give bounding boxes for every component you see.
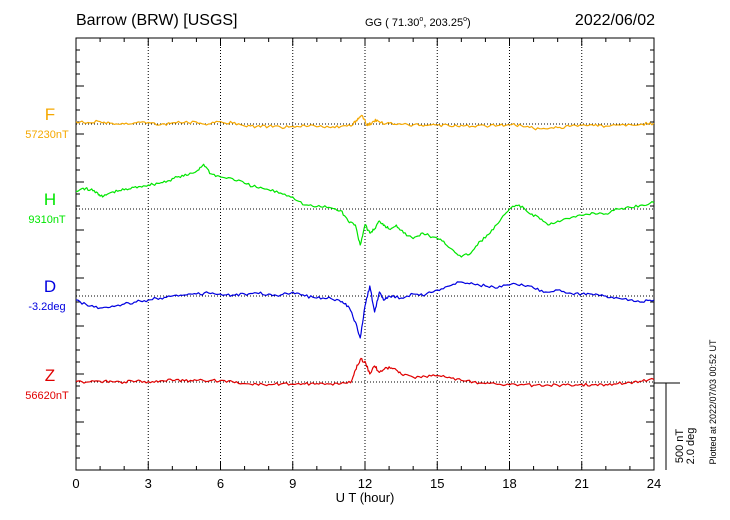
x-tick-labels: 0 3 6 9 12 15 18 21 24 [72,476,661,491]
channel-label-d: D [44,277,56,296]
x-tick-label: 15 [430,476,444,491]
channel-traces [75,114,655,388]
x-axis-title: U T (hour) [336,490,395,505]
x-tick-label: 0 [72,476,79,491]
trace-h [76,163,655,258]
channel-label-h: H [44,190,56,209]
channel-baseline-f: 57230nT [25,129,69,141]
x-tick-label: 3 [145,476,152,491]
scale-bar: 500 nT 2.0 deg [654,382,697,470]
trace-f [75,114,655,131]
channel-baseline-h: 9310nT [28,214,66,226]
channel-baseline-d: -3.2deg [28,301,65,313]
x-tick-label: 6 [217,476,224,491]
x-tick-label: 18 [502,476,516,491]
date-label: 2022/06/02 [575,12,655,29]
scale-bar-label-deg: 2.0 deg [685,428,697,465]
channel-baseline-z: 56620nT [25,390,69,402]
trace-z [75,357,655,388]
x-tick-label: 21 [575,476,589,491]
plotted-note: Plotted at 2022/07/03 00:52 UT [708,339,718,465]
x-tick-label: 24 [647,476,661,491]
x-tick-label: 12 [358,476,372,491]
trace-d [75,281,655,339]
channel-label-z: Z [45,366,55,385]
station-title: Barrow (BRW) [USGS] [76,12,238,29]
channel-baselines [76,123,654,383]
channel-labels: F 57230nT H 9310nT D -3.2deg Z 56620nT [25,105,69,402]
coordinates-label: GG ( 71.30o, 203.25o) [365,16,471,29]
x-tick-label: 9 [289,476,296,491]
channel-label-f: F [45,105,55,124]
axis-ticks [75,37,655,471]
scale-bar-label-nt: 500 nT [674,429,686,464]
grid-lines [147,38,583,470]
